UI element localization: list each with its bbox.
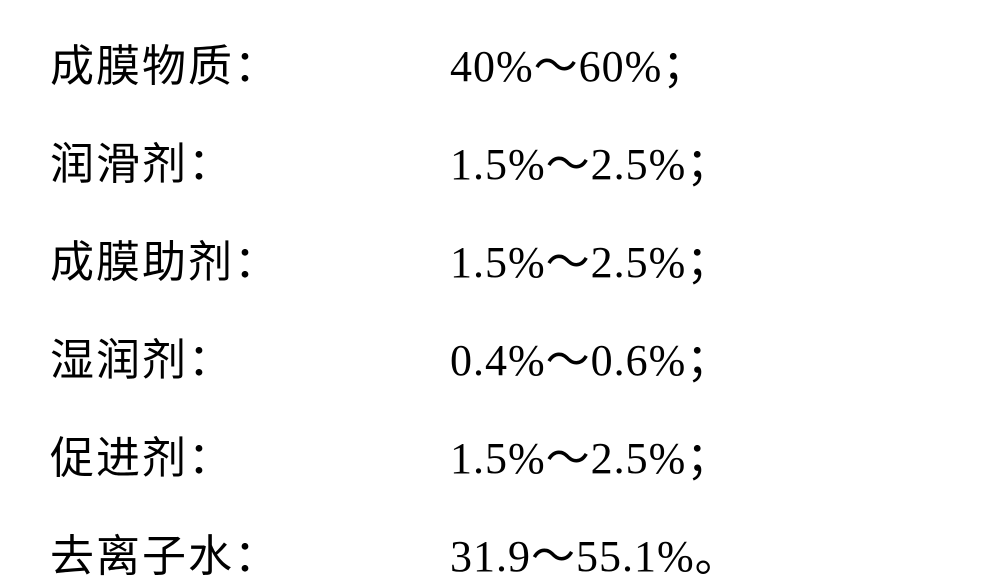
ingredient-value: 0.4%～0.6%； bbox=[450, 324, 731, 388]
ingredient-label: 去离子水： bbox=[50, 520, 450, 584]
ingredient-value: 1.5%～2.5%； bbox=[450, 422, 731, 486]
composition-table: 成膜物质： 40%～60%； 润滑剂： 1.5%～2.5%； 成膜助剂： 1.5… bbox=[50, 30, 950, 584]
ingredient-label: 成膜物质： bbox=[50, 30, 450, 94]
table-row: 促进剂： 1.5%～2.5%； bbox=[50, 422, 950, 486]
table-row: 润滑剂： 1.5%～2.5%； bbox=[50, 128, 950, 192]
ingredient-value: 1.5%～2.5%； bbox=[450, 128, 731, 192]
ingredient-label: 促进剂： bbox=[50, 422, 450, 486]
ingredient-value: 1.5%～2.5%； bbox=[450, 226, 731, 290]
table-row: 成膜助剂： 1.5%～2.5%； bbox=[50, 226, 950, 290]
table-row: 湿润剂： 0.4%～0.6%； bbox=[50, 324, 950, 388]
ingredient-value: 31.9～55.1%。 bbox=[450, 520, 740, 584]
ingredient-value: 40%～60%； bbox=[450, 30, 707, 94]
ingredient-label: 润滑剂： bbox=[50, 128, 450, 192]
ingredient-label: 成膜助剂： bbox=[50, 226, 450, 290]
table-row: 成膜物质： 40%～60%； bbox=[50, 30, 950, 94]
table-row: 去离子水： 31.9～55.1%。 bbox=[50, 520, 950, 584]
ingredient-label: 湿润剂： bbox=[50, 324, 450, 388]
